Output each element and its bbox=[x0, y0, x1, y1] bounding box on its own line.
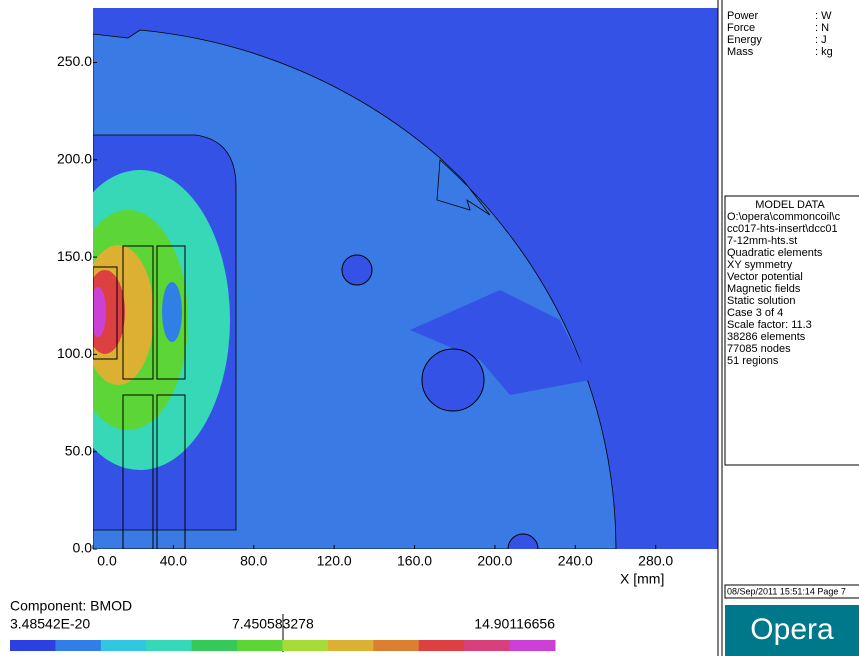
x-tick-label: 120.0 bbox=[317, 553, 352, 569]
x-tick-label: 80.0 bbox=[240, 553, 267, 569]
model-line: Case 3 of 4 bbox=[727, 307, 783, 319]
page: body { margin: 0; width: 859px; height: … bbox=[0, 0, 859, 656]
colorbar-swatch bbox=[192, 640, 238, 651]
logo: Opera bbox=[750, 613, 834, 646]
model-line: Magnetic fields bbox=[727, 283, 801, 295]
y-tick-label: 250.0 bbox=[57, 53, 92, 69]
small-hole bbox=[342, 255, 372, 285]
colorbar-swatch bbox=[283, 640, 329, 651]
model-line: 7-12mm-hts.st bbox=[727, 235, 797, 247]
model-line: 51 regions bbox=[727, 355, 779, 367]
colorbar-swatch bbox=[101, 640, 147, 651]
edge-hole bbox=[508, 534, 538, 564]
body: { "plot": { "x_label": "X [mm]", "xlim":… bbox=[0, 0, 859, 656]
colorbar-swatch bbox=[510, 640, 556, 651]
field-blue-pocket bbox=[162, 282, 182, 342]
x-tick-label: 280.0 bbox=[638, 553, 673, 569]
model-line: O:\opera\commoncoil\c bbox=[727, 211, 841, 223]
colorbar-min: 3.48542E-20 bbox=[10, 616, 90, 632]
side-panel: MODEL DATA 08/Sep/2011 15:51:14 Page 7 O… bbox=[718, 0, 859, 656]
field-plot bbox=[50, 8, 718, 564]
unit-name: Force bbox=[727, 22, 755, 34]
colorbar-swatch bbox=[419, 640, 465, 651]
unit-value: : N bbox=[815, 22, 829, 34]
x-tick-label: 160.0 bbox=[397, 553, 432, 569]
x-tick-label: 240.0 bbox=[558, 553, 593, 569]
unit-name: Energy bbox=[727, 34, 762, 46]
colorbar-swatch bbox=[237, 640, 283, 651]
model-line: Static solution bbox=[727, 295, 795, 307]
unit-name: Power bbox=[727, 10, 759, 22]
model-line: cc017-hts-insert\dcc01 bbox=[727, 223, 838, 235]
colorbar-swatch bbox=[464, 640, 510, 651]
footer: 08/Sep/2011 15:51:14 Page 7 bbox=[727, 586, 846, 596]
model-line: Quadratic elements bbox=[727, 247, 823, 259]
x-tick-label: 200.0 bbox=[477, 553, 512, 569]
colorbar-title: Component: BMOD bbox=[10, 598, 132, 614]
unit-name: Mass bbox=[727, 46, 754, 58]
x-tick-label: 0.0 bbox=[97, 553, 117, 569]
model-line: Vector potential bbox=[727, 271, 803, 283]
colorbar-swatch bbox=[55, 640, 101, 651]
screen: X [mm] Component: BMOD 3.48542E-20 7.450… bbox=[0, 0, 859, 656]
unit-value: : W bbox=[815, 10, 832, 22]
y-tick-label: 150.0 bbox=[57, 248, 92, 264]
y-tick-label: 50.0 bbox=[65, 442, 92, 458]
model-line: XY symmetry bbox=[727, 259, 793, 271]
colorbar-swatch bbox=[328, 640, 374, 651]
colorbar-mid: 7.450583278 bbox=[232, 616, 314, 632]
y-tick-label: 0.0 bbox=[73, 540, 93, 556]
colorbar-max: 14.90116656 bbox=[474, 616, 555, 632]
bore-hole bbox=[422, 349, 484, 411]
model-line: 38286 elements bbox=[727, 331, 806, 343]
unit-value: : J bbox=[815, 34, 827, 46]
colorbar-swatch bbox=[10, 640, 56, 651]
x-axis-label: X [mm] bbox=[620, 571, 664, 587]
x-tick-label: 40.0 bbox=[160, 553, 187, 569]
model-line: Scale factor: 11.3 bbox=[727, 319, 812, 331]
y-tick-label: 200.0 bbox=[57, 150, 92, 166]
model-line: 77085 nodes bbox=[727, 343, 791, 355]
colorbar-swatch bbox=[373, 640, 419, 651]
field-magenta bbox=[90, 287, 106, 337]
model-title: MODEL DATA bbox=[755, 199, 825, 211]
unit-value: : kg bbox=[815, 46, 833, 58]
y-tick-label: 100.0 bbox=[57, 345, 92, 361]
colorbar-swatch bbox=[146, 640, 192, 651]
